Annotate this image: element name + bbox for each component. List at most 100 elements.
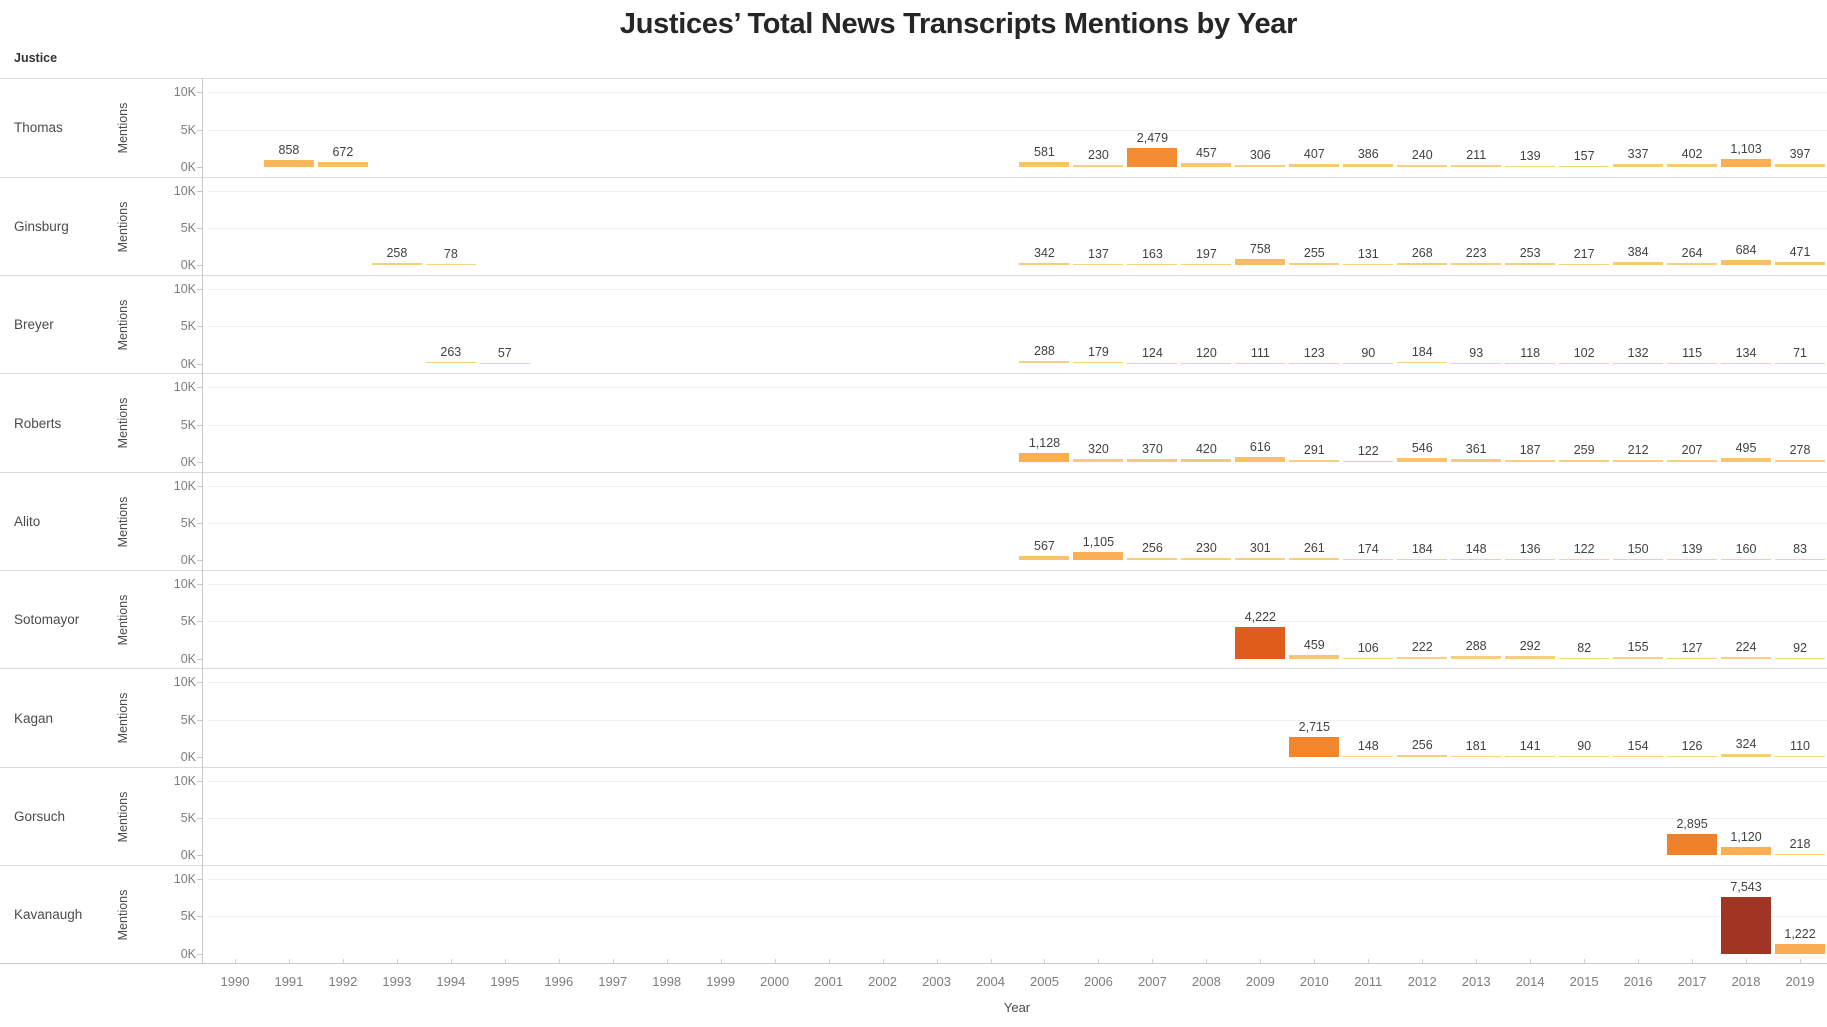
bar-ginsburg-1994[interactable] bbox=[425, 264, 476, 266]
bar-alito-2014[interactable] bbox=[1505, 559, 1556, 561]
bar-roberts-2019[interactable] bbox=[1775, 459, 1826, 462]
x-tick-label[interactable]: 1997 bbox=[598, 974, 628, 989]
bar-kagan-2016[interactable] bbox=[1613, 755, 1664, 757]
bar-ginsburg-2005[interactable] bbox=[1019, 262, 1070, 266]
bar-roberts-2005[interactable] bbox=[1019, 453, 1070, 462]
justice-row-label[interactable]: Alito bbox=[14, 513, 41, 529]
x-tick-label[interactable]: 2010 bbox=[1299, 974, 1329, 989]
bar-ginsburg-2008[interactable] bbox=[1181, 263, 1232, 266]
bar-sotomayor-2013[interactable] bbox=[1451, 656, 1502, 659]
bar-ginsburg-2006[interactable] bbox=[1073, 264, 1124, 266]
bar-thomas-2012[interactable] bbox=[1397, 165, 1448, 167]
bar-breyer-2012[interactable] bbox=[1397, 362, 1448, 364]
bar-sotomayor-2012[interactable] bbox=[1397, 656, 1448, 659]
x-tick-label[interactable]: 1990 bbox=[220, 974, 250, 989]
bar-kagan-2018[interactable] bbox=[1721, 754, 1772, 757]
bar-breyer-2014[interactable] bbox=[1505, 362, 1556, 364]
x-tick-label[interactable]: 2005 bbox=[1030, 974, 1059, 989]
bar-kagan-2015[interactable] bbox=[1559, 756, 1610, 757]
bar-ginsburg-2012[interactable] bbox=[1397, 263, 1448, 266]
justice-row-label[interactable]: Ginsburg bbox=[14, 218, 69, 234]
x-tick-label[interactable]: 2017 bbox=[1677, 974, 1707, 989]
bar-roberts-2010[interactable] bbox=[1289, 459, 1340, 462]
bar-sotomayor-2014[interactable] bbox=[1505, 656, 1556, 659]
bar-alito-2008[interactable] bbox=[1181, 558, 1232, 561]
bar-thomas-2013[interactable] bbox=[1451, 165, 1502, 167]
bar-breyer-2013[interactable] bbox=[1451, 362, 1502, 364]
bar-sotomayor-2018[interactable] bbox=[1721, 656, 1772, 659]
justice-row-label[interactable]: Sotomayor bbox=[14, 612, 80, 628]
bar-ginsburg-2009[interactable] bbox=[1235, 259, 1286, 266]
bar-gorsuch-2018[interactable] bbox=[1721, 846, 1772, 856]
bar-breyer-2006[interactable] bbox=[1073, 362, 1124, 364]
x-tick-label[interactable]: 2003 bbox=[922, 974, 951, 989]
bar-ginsburg-2019[interactable] bbox=[1775, 261, 1826, 266]
bar-thomas-2018[interactable] bbox=[1721, 158, 1772, 167]
bar-thomas-2007[interactable] bbox=[1127, 148, 1178, 167]
x-tick-label[interactable]: 1993 bbox=[382, 974, 412, 989]
justice-row-label[interactable]: Kagan bbox=[14, 710, 54, 726]
justice-row-label[interactable]: Kavanaugh bbox=[14, 907, 83, 923]
bar-alito-2005[interactable] bbox=[1019, 555, 1070, 561]
bar-kagan-2019[interactable] bbox=[1775, 756, 1826, 757]
x-tick-label[interactable]: 2019 bbox=[1785, 974, 1815, 989]
bar-alito-2017[interactable] bbox=[1667, 559, 1718, 561]
bar-thomas-2014[interactable] bbox=[1505, 165, 1556, 167]
bar-breyer-1995[interactable] bbox=[479, 362, 530, 364]
bar-alito-2007[interactable] bbox=[1127, 558, 1178, 561]
bar-thomas-2005[interactable] bbox=[1019, 162, 1070, 167]
bar-ginsburg-1993[interactable] bbox=[371, 263, 422, 266]
bar-roberts-2007[interactable] bbox=[1127, 459, 1178, 462]
bar-alito-2006[interactable] bbox=[1073, 551, 1124, 561]
bar-breyer-1994[interactable] bbox=[425, 361, 476, 364]
bar-roberts-2006[interactable] bbox=[1073, 459, 1124, 462]
bar-thomas-2008[interactable] bbox=[1181, 163, 1232, 167]
x-tick-label[interactable]: 2009 bbox=[1245, 974, 1275, 989]
bar-breyer-2018[interactable] bbox=[1721, 362, 1772, 364]
x-tick-label[interactable]: 1992 bbox=[328, 974, 358, 989]
x-tick-label[interactable]: 1995 bbox=[490, 974, 520, 989]
bar-roberts-2013[interactable] bbox=[1451, 459, 1502, 462]
bar-roberts-2016[interactable] bbox=[1613, 460, 1664, 462]
bar-roberts-2018[interactable] bbox=[1721, 458, 1772, 462]
bar-alito-2018[interactable] bbox=[1721, 558, 1772, 561]
bar-sotomayor-2010[interactable] bbox=[1289, 655, 1340, 659]
bar-alito-2011[interactable] bbox=[1343, 558, 1394, 561]
bar-alito-2012[interactable] bbox=[1397, 558, 1448, 561]
bar-thomas-2016[interactable] bbox=[1613, 164, 1664, 167]
bar-breyer-2016[interactable] bbox=[1613, 362, 1664, 364]
x-tick-label[interactable]: 2013 bbox=[1461, 974, 1491, 989]
justice-row-label[interactable]: Gorsuch bbox=[14, 808, 66, 824]
justice-row-label[interactable]: Thomas bbox=[14, 120, 63, 136]
bar-kavanaugh-2019[interactable] bbox=[1775, 944, 1826, 954]
bar-thomas-2010[interactable] bbox=[1289, 163, 1340, 167]
bar-alito-2019[interactable] bbox=[1775, 559, 1826, 561]
x-tick-label[interactable]: 1999 bbox=[706, 974, 736, 989]
bar-ginsburg-2017[interactable] bbox=[1667, 263, 1718, 266]
x-tick-label[interactable]: 2016 bbox=[1623, 974, 1653, 989]
bar-breyer-2007[interactable] bbox=[1127, 362, 1178, 364]
bar-alito-2015[interactable] bbox=[1559, 559, 1610, 561]
bar-kagan-2013[interactable] bbox=[1451, 755, 1502, 757]
bar-breyer-2005[interactable] bbox=[1019, 361, 1070, 364]
bar-ginsburg-2011[interactable] bbox=[1343, 264, 1394, 266]
x-tick-label[interactable]: 1991 bbox=[274, 974, 304, 989]
bar-breyer-2019[interactable] bbox=[1775, 362, 1826, 364]
bar-ginsburg-2016[interactable] bbox=[1613, 262, 1664, 266]
bar-thomas-2017[interactable] bbox=[1667, 163, 1718, 167]
x-tick-label[interactable]: 2000 bbox=[760, 974, 790, 989]
bar-gorsuch-2017[interactable] bbox=[1667, 833, 1718, 856]
x-tick-label[interactable]: 2008 bbox=[1191, 974, 1221, 989]
x-tick-label[interactable]: 2006 bbox=[1083, 974, 1113, 989]
bar-breyer-2015[interactable] bbox=[1559, 362, 1610, 364]
bar-alito-2013[interactable] bbox=[1451, 559, 1502, 561]
x-tick-label[interactable]: 2018 bbox=[1731, 974, 1761, 989]
bar-kagan-2017[interactable] bbox=[1667, 755, 1718, 757]
justice-row-label[interactable]: Breyer bbox=[14, 317, 54, 333]
x-tick-label[interactable]: 2004 bbox=[976, 974, 1005, 989]
bar-roberts-2009[interactable] bbox=[1235, 457, 1286, 462]
bar-ginsburg-2007[interactable] bbox=[1127, 263, 1178, 266]
bar-roberts-2014[interactable] bbox=[1505, 460, 1556, 462]
bar-thomas-2015[interactable] bbox=[1559, 165, 1610, 167]
x-tick-label[interactable]: 2007 bbox=[1137, 974, 1167, 989]
